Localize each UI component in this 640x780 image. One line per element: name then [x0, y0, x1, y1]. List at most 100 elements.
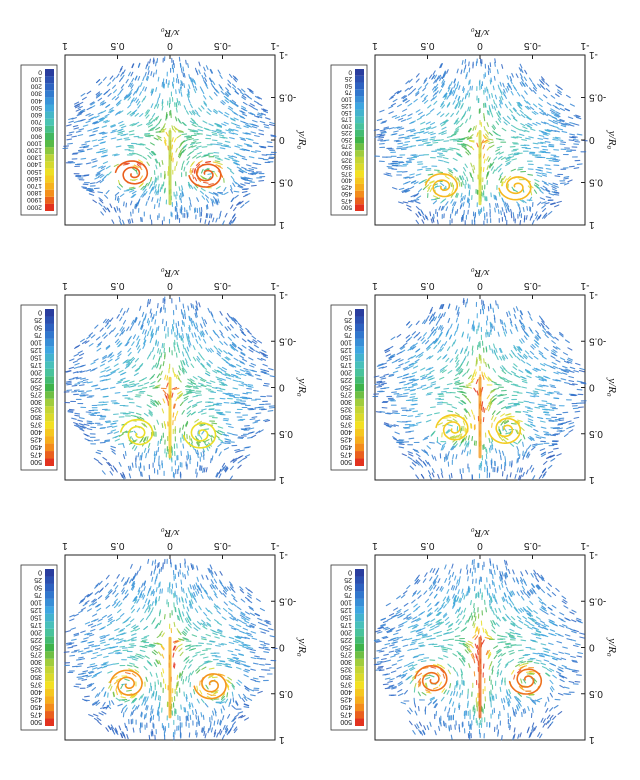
streamline-segment [204, 329, 209, 335]
streamline-segment [437, 340, 442, 345]
streamline-segment [225, 663, 232, 666]
streamline-segment [232, 317, 237, 322]
streamline-segment [92, 667, 98, 670]
streamline-segment [78, 673, 84, 675]
streamline-segment [463, 607, 467, 613]
streamline-segment [186, 385, 193, 388]
streamline-segment [550, 633, 557, 637]
streamline-segment [216, 350, 222, 355]
streamline-segment [118, 629, 124, 633]
streamline-segment [240, 598, 246, 603]
streamline-segment [501, 64, 504, 69]
streamline-segment [188, 315, 191, 321]
streamline-segment [572, 644, 579, 648]
streamline-segment [73, 366, 80, 369]
streamline-segment [384, 677, 391, 680]
streamline-segment [209, 725, 212, 731]
streamline-segment [440, 646, 447, 649]
streamline-segment [79, 428, 85, 432]
streamline-segment [112, 691, 115, 698]
streamline-segment [512, 212, 515, 218]
streamline-segment [560, 141, 567, 143]
streamline-segment [402, 201, 409, 204]
streamline-segment [465, 642, 471, 646]
streamline-segment [406, 616, 412, 620]
streamline-segment [438, 332, 443, 337]
streamline-segment [150, 402, 155, 407]
streamline-segment [518, 702, 522, 707]
streamline-segment [175, 410, 179, 416]
streamline-segment [141, 582, 144, 588]
streamline-segment [528, 401, 535, 404]
streamline-segment [433, 581, 437, 586]
streamline-segment [119, 628, 126, 632]
streamline-segment [442, 648, 449, 651]
colorbar-label: 475 [340, 711, 352, 718]
streamline-segment [485, 376, 490, 382]
x-tick-label: -1 [580, 540, 589, 551]
x-axis-label: x/R₀ [161, 267, 181, 279]
streamline-segment [437, 607, 442, 613]
streamline-segment [121, 731, 124, 737]
streamline-segment [440, 205, 444, 211]
streamline-segment [195, 300, 198, 306]
streamline-segment [193, 324, 197, 330]
streamline-segment [114, 368, 120, 372]
streamline-segment [65, 380, 72, 383]
streamline-segment [524, 350, 530, 355]
streamline-segment [389, 353, 396, 357]
streamline-segment [411, 399, 418, 402]
streamline-segment [446, 346, 451, 351]
streamline-segment [547, 696, 550, 702]
streamline-segment [181, 670, 184, 676]
streamline-segment [417, 336, 422, 341]
streamline-segment [489, 144, 495, 148]
streamline-segment [536, 174, 543, 178]
streamline-segment [532, 89, 537, 95]
streamline-segment [240, 715, 246, 719]
streamline-segment [118, 369, 124, 374]
streamline-segment [527, 616, 533, 621]
streamline-segment [127, 465, 131, 471]
streamline-segment [190, 363, 195, 368]
streamline-segment [222, 607, 228, 612]
streamline-segment [434, 86, 439, 92]
streamline-segment [443, 603, 447, 609]
streamline-segment [177, 615, 181, 621]
streamline-segment [233, 726, 238, 732]
streamline-segment [518, 656, 525, 660]
streamline-segment [453, 377, 459, 381]
streamline-segment [455, 363, 459, 368]
streamline-segment [394, 649, 401, 652]
streamline-segment [563, 433, 569, 437]
streamline-segment [249, 651, 256, 654]
streamline-segment [418, 457, 423, 462]
streamline-segment [201, 429, 205, 435]
streamline-segment [418, 130, 425, 134]
streamline-segment [518, 67, 522, 72]
streamline-segment [529, 600, 534, 606]
streamline-segment [407, 709, 412, 715]
streamline-segment [499, 576, 502, 582]
streamline-segment [196, 698, 200, 704]
streamline-segment [544, 414, 551, 416]
streamline-segment [442, 596, 447, 602]
colorbar-label: 175 [30, 361, 42, 368]
streamline-segment [216, 631, 223, 635]
streamline-segment [441, 150, 448, 153]
streamline-segment [115, 357, 120, 362]
streamline-segment [432, 700, 437, 705]
streamline-segment [411, 619, 417, 623]
streamline-segment [504, 574, 507, 580]
streamline-segment [100, 636, 106, 640]
streamline-segment [533, 677, 538, 683]
streamline-segment [104, 440, 110, 443]
streamline-segment [415, 320, 420, 326]
streamline-segment [120, 708, 124, 714]
streamline-segment [145, 713, 147, 719]
streamline-segment [227, 432, 233, 435]
streamline-segment [444, 95, 448, 100]
streamline-segment [558, 669, 564, 673]
streamline-segment [233, 618, 239, 622]
streamline-segment [188, 645, 195, 648]
